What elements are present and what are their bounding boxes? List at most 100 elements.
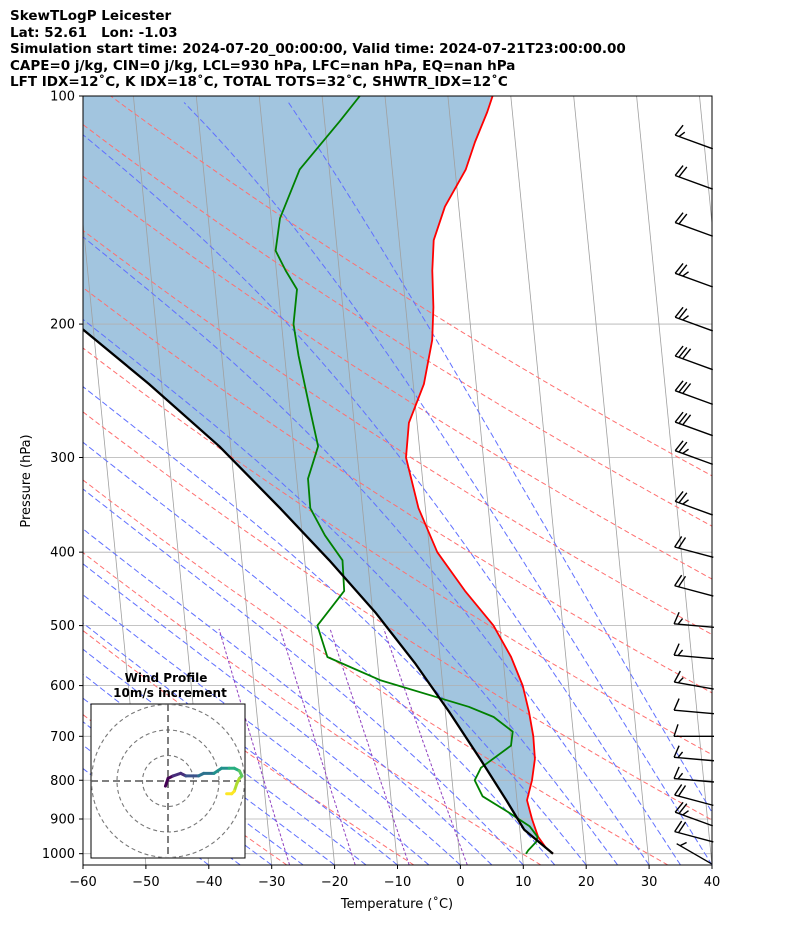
wind-barb (673, 724, 714, 738)
wind-barb (674, 820, 714, 843)
mixing-ratio-line (383, 628, 468, 865)
wind-barb (673, 643, 714, 660)
barb-feather (678, 492, 688, 504)
barb-feather (682, 499, 689, 505)
barb-feather (678, 803, 688, 814)
y-tick-label: 900 (50, 813, 75, 828)
wind-barb (676, 841, 712, 865)
barb-shaft (674, 623, 714, 629)
isotherm (636, 96, 712, 865)
wind-barb (673, 611, 714, 629)
dry-adiabat (83, 287, 712, 694)
barb-shaft (674, 681, 714, 690)
moist-adiabat (83, 488, 524, 865)
barb-feather (678, 381, 688, 393)
wind-barb (674, 124, 714, 150)
wind-barb (674, 440, 714, 466)
mixing-ratio-line (279, 628, 356, 865)
barb-feather (674, 491, 684, 502)
barb-shaft (674, 272, 714, 288)
x-tick-label: 40 (704, 875, 721, 890)
wind-barb (674, 491, 714, 516)
barb-feather (673, 766, 680, 779)
moist-adiabat (83, 441, 556, 865)
y-tick-label: 600 (50, 679, 75, 694)
x-tick-label: 10 (515, 875, 532, 890)
barb-shaft (674, 500, 714, 516)
barb-feather (678, 213, 688, 225)
barb-feather (674, 124, 684, 136)
barb-feather (674, 212, 684, 224)
barb-feather (677, 649, 684, 657)
barb-feather (674, 411, 684, 423)
barb-shaft (674, 546, 714, 559)
wind-barb (673, 766, 714, 783)
moist-adiabat (83, 594, 430, 865)
wind-barb (674, 380, 714, 406)
moist-adiabat (83, 386, 587, 865)
dry-adiabat (83, 411, 712, 821)
x-tick-label: −30 (258, 875, 285, 890)
barb-feather (678, 131, 686, 138)
hodograph-subtitle: 10m/s increment (113, 686, 227, 700)
isotherm (195, 96, 273, 865)
isotherm (321, 96, 398, 865)
barb-feather (674, 306, 684, 318)
x-tick-label: −60 (69, 875, 96, 890)
barb-feather (678, 413, 688, 424)
x-axis-label: Temperature (˚C) (340, 896, 453, 912)
barb-shaft (674, 794, 714, 807)
barb-feather (678, 264, 688, 276)
temperature-line (405, 96, 554, 855)
parcel-line (83, 327, 554, 855)
y-tick-label: 800 (50, 774, 75, 789)
barb-feather (682, 315, 689, 321)
x-tick-label: −10 (384, 875, 411, 890)
barb-feather (673, 611, 680, 625)
moist-adiabat (83, 622, 398, 865)
isotherm (573, 96, 650, 865)
x-tick-label: −50 (132, 875, 159, 890)
barb-feather (673, 643, 680, 656)
barb-feather (677, 821, 687, 834)
hodograph-title: Wind Profile (125, 671, 208, 685)
barb-feather (677, 785, 687, 797)
isotherm (447, 96, 524, 865)
wind-barb (673, 745, 714, 762)
barb-feather (678, 441, 688, 453)
moist-adiabat (288, 102, 712, 814)
barb-shaft (674, 830, 714, 843)
y-tick-label: 100 (50, 90, 75, 105)
hodograph-segment (212, 766, 224, 775)
wind-barb (673, 670, 714, 690)
y-axis-label: Pressure (hPa) (19, 434, 34, 527)
y-tick-label: 1000 (42, 847, 75, 862)
barb-feather (673, 745, 680, 758)
dry-adiabat (83, 229, 712, 636)
x-tick-label: 30 (641, 875, 658, 890)
wind-barbs (673, 124, 714, 865)
wind-barb (674, 411, 714, 437)
barb-shaft (674, 777, 714, 783)
wind-barb (674, 574, 714, 597)
y-tick-label: 500 (50, 619, 75, 634)
barb-feather (682, 810, 689, 816)
barb-feather (678, 166, 688, 178)
barb-feather (678, 308, 688, 320)
wind-barb (674, 801, 714, 827)
barb-feather (677, 751, 684, 759)
chart-header: SkewTLogP Leicester Lat: 52.61 Lon: -1.0… (10, 8, 626, 91)
barb-feather (673, 698, 680, 711)
barb-shaft (674, 585, 714, 597)
wind-barb (674, 212, 714, 237)
dry-adiabat (83, 123, 712, 527)
x-tick-label: −40 (195, 875, 222, 890)
barb-shaft (674, 654, 714, 660)
barb-feather (682, 414, 692, 426)
barb-feather (674, 440, 684, 452)
chart-title: SkewTLogP Leicester (10, 8, 172, 24)
barb-shaft (676, 843, 712, 865)
isotherm (258, 96, 335, 865)
time-line: Simulation start time: 2024-07-20_00:00:… (10, 41, 626, 57)
dewpoint-line (274, 96, 539, 855)
